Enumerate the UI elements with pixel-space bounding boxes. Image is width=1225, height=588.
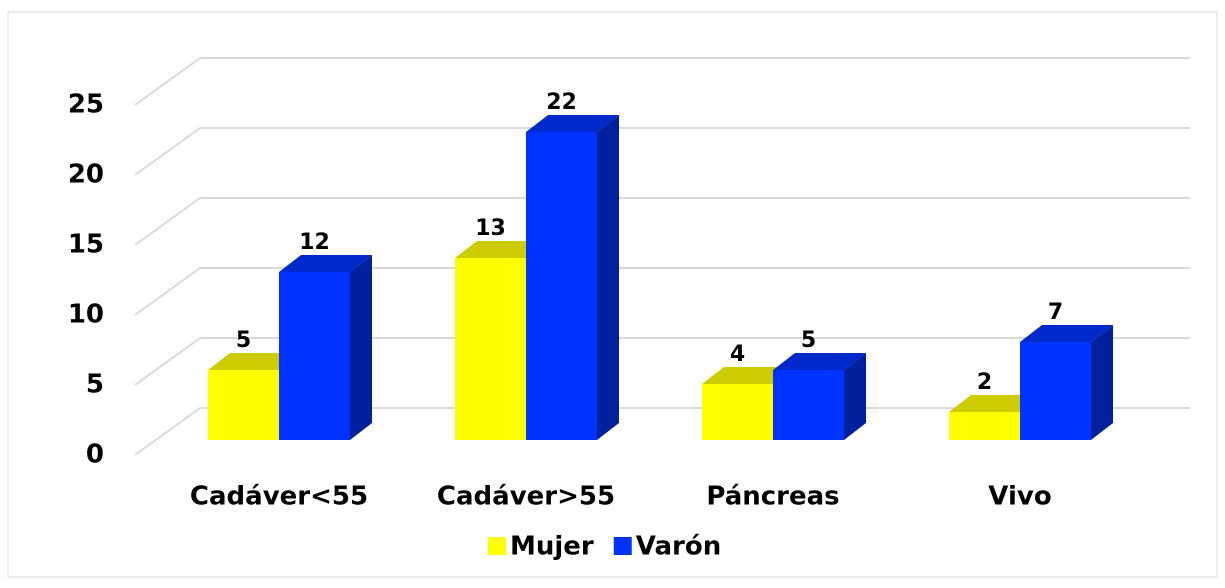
bar-top	[526, 115, 619, 132]
bar-side	[1091, 325, 1113, 440]
y-tick-label: 10	[68, 300, 104, 330]
data-label: 22	[546, 90, 577, 115]
bar-top	[455, 241, 548, 258]
x-tick-label: Vivo	[988, 482, 1051, 512]
x-tick-label: Cadáver>55	[437, 482, 615, 512]
data-label: 12	[299, 230, 330, 255]
bar-top	[279, 255, 372, 272]
bar	[702, 384, 773, 440]
bar	[455, 258, 526, 440]
data-label: 4	[730, 342, 745, 367]
y-tick-label: 15	[68, 230, 104, 260]
y-tick-label: 5	[86, 370, 104, 400]
legend-label: Mujer	[510, 532, 594, 562]
data-label: 13	[475, 216, 506, 241]
data-label: 2	[977, 370, 992, 395]
bar-top	[208, 353, 301, 370]
grid-line-depth	[134, 127, 201, 176]
data-label: 7	[1048, 300, 1063, 325]
bar	[526, 132, 597, 440]
legend-swatch	[613, 537, 632, 555]
data-label: 5	[801, 328, 816, 353]
grid-line-depth	[134, 197, 201, 246]
x-tick-label: Cadáver<55	[190, 482, 368, 512]
legend-label: Varón	[636, 532, 721, 562]
bar	[949, 412, 1020, 440]
bar-side	[844, 353, 866, 440]
bar	[773, 370, 844, 440]
bar-top	[1020, 325, 1113, 342]
grid-line-depth	[134, 407, 201, 456]
bar-top	[773, 353, 866, 370]
y-tick-label: 25	[68, 90, 104, 120]
grid-line-depth	[134, 57, 201, 106]
bar	[279, 272, 350, 440]
legend-swatch	[488, 537, 506, 555]
bar-top	[949, 395, 1042, 412]
grid-line-depth	[134, 267, 201, 316]
bar-side	[597, 115, 619, 440]
x-tick-label: Páncreas	[706, 482, 839, 512]
bar-top	[702, 367, 795, 384]
y-tick-label: 0	[86, 440, 104, 470]
bar	[1020, 342, 1091, 440]
grid-line-depth	[134, 337, 201, 386]
data-label: 5	[236, 328, 251, 353]
y-tick-label: 20	[68, 160, 104, 190]
bar	[208, 370, 279, 440]
bar-side	[350, 255, 372, 440]
